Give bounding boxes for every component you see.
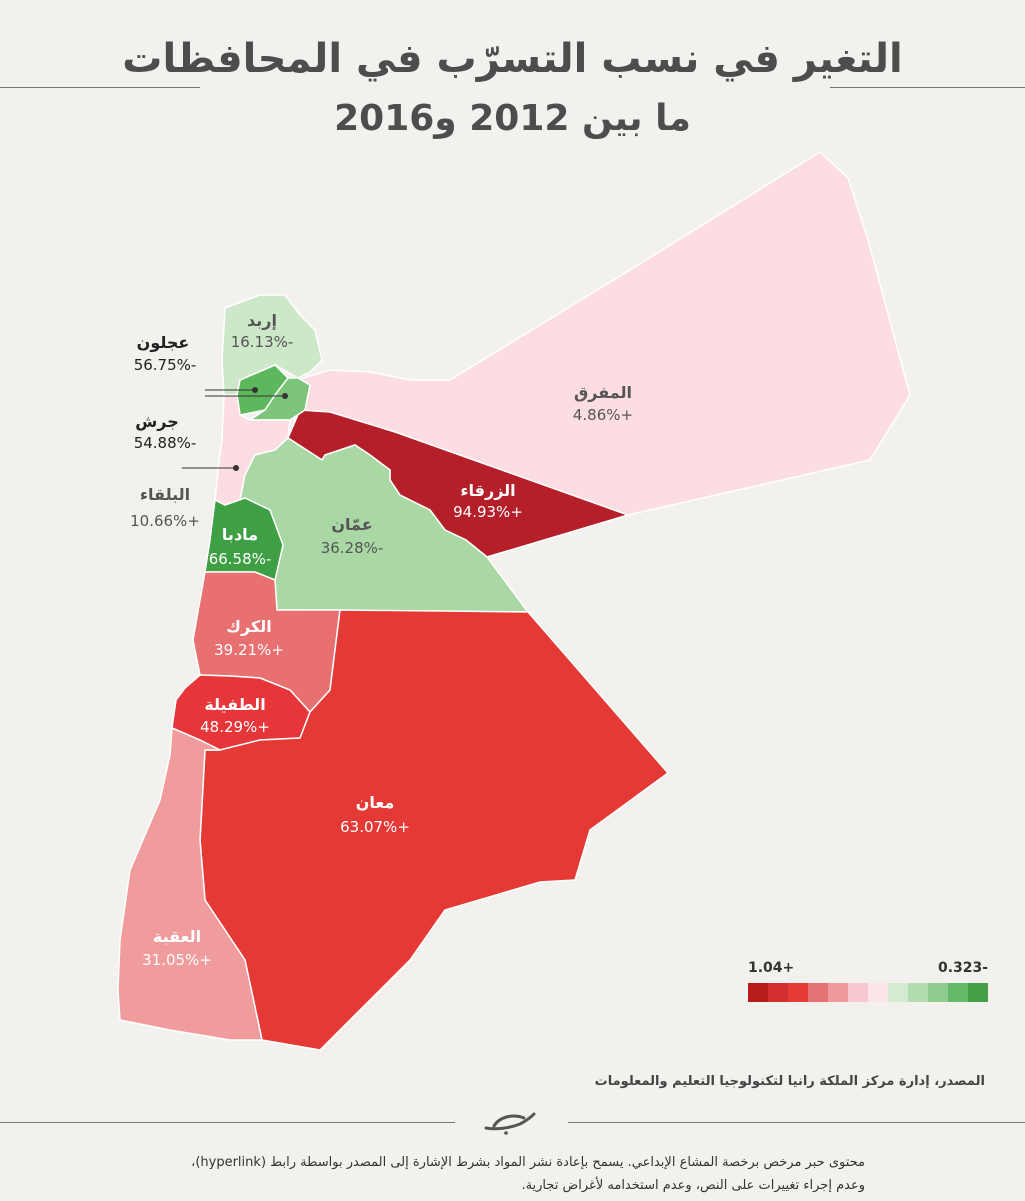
label-mafraq-value: +4.86% (573, 406, 633, 424)
region-aqaba[interactable] (117, 726, 263, 1041)
title-rule-left (0, 87, 200, 88)
license-footer: محتوى حبر مرخص برخصة المشاع الإبداعي. يس… (145, 1151, 865, 1197)
label-irbid-value: -16.13% (231, 333, 294, 351)
label-ajloun-name: عجلون (137, 333, 190, 352)
label-mafraq-name: المفرق (574, 383, 632, 402)
label-amman-value: -36.28% (321, 539, 384, 557)
legend-swatch (928, 983, 948, 1002)
legend-swatch (788, 983, 808, 1002)
label-balqa-name: البلقاء (140, 485, 190, 504)
legend-swatch (968, 983, 988, 1002)
legend-swatch (848, 983, 868, 1002)
label-tafilah-value: +48.29% (200, 718, 270, 736)
legend-swatch (948, 983, 968, 1002)
label-maan-name: معان (356, 793, 395, 812)
leader-dot-jerash (282, 393, 288, 399)
source-note: المصدر، إدارة مركز الملكة رانيا لتكنولوج… (594, 1074, 985, 1089)
label-zarqa-name: الزرقاء (460, 481, 515, 500)
label-ajloun-value: -56.75% (134, 356, 197, 374)
map-subtitle: ما بين 2012 و2016 (334, 98, 691, 139)
label-madaba-value: -66.58% (209, 550, 272, 568)
region-madaba[interactable] (204, 497, 284, 582)
label-aqaba-name: العقبة (153, 927, 201, 946)
leader-dot-ajloun (252, 387, 258, 393)
label-jerash-value: -54.88% (134, 434, 197, 452)
label-madaba-name: مادبا (222, 525, 258, 544)
map-title: التغير في نسب التسرّب في المحافظات (122, 36, 903, 82)
legend-max-label: +1.04 (748, 960, 795, 976)
title-rule-right (830, 87, 1025, 88)
footer-rule-right (568, 1122, 1025, 1123)
label-balqa-value: +10.66% (130, 512, 200, 530)
label-jerash-name: جرش (135, 412, 179, 431)
legend-swatch (808, 983, 828, 1002)
hiber-logo-icon (484, 1112, 536, 1135)
license-line-1: محتوى حبر مرخص برخصة المشاع الإبداعي. يس… (191, 1155, 865, 1170)
label-tafilah-name: الطفيلة (204, 695, 265, 714)
label-aqaba-value: +31.05% (142, 951, 212, 969)
label-karak-name: الكرك (226, 617, 271, 636)
label-zarqa-value: +94.93% (453, 503, 523, 521)
label-irbid-name: إربد (247, 311, 277, 330)
legend-swatch (908, 983, 928, 1002)
footer-rule-left (0, 1122, 455, 1123)
legend-min-label: -0.323 (938, 960, 989, 976)
license-line-2: وعدم إجراء تغييرات على النص، وعدم استخدا… (521, 1178, 865, 1193)
legend-swatch (768, 983, 788, 1002)
label-maan-value: +63.07% (340, 818, 410, 836)
label-karak-value: +39.21% (214, 641, 284, 659)
leader-dot-balqa (233, 465, 239, 471)
legend-swatch (868, 983, 888, 1002)
region-jerash[interactable] (247, 377, 311, 421)
label-amman-name: عمّان (331, 515, 372, 534)
legend-swatch (828, 983, 848, 1002)
legend-swatch (748, 983, 768, 1002)
legend-swatch (888, 983, 908, 1002)
